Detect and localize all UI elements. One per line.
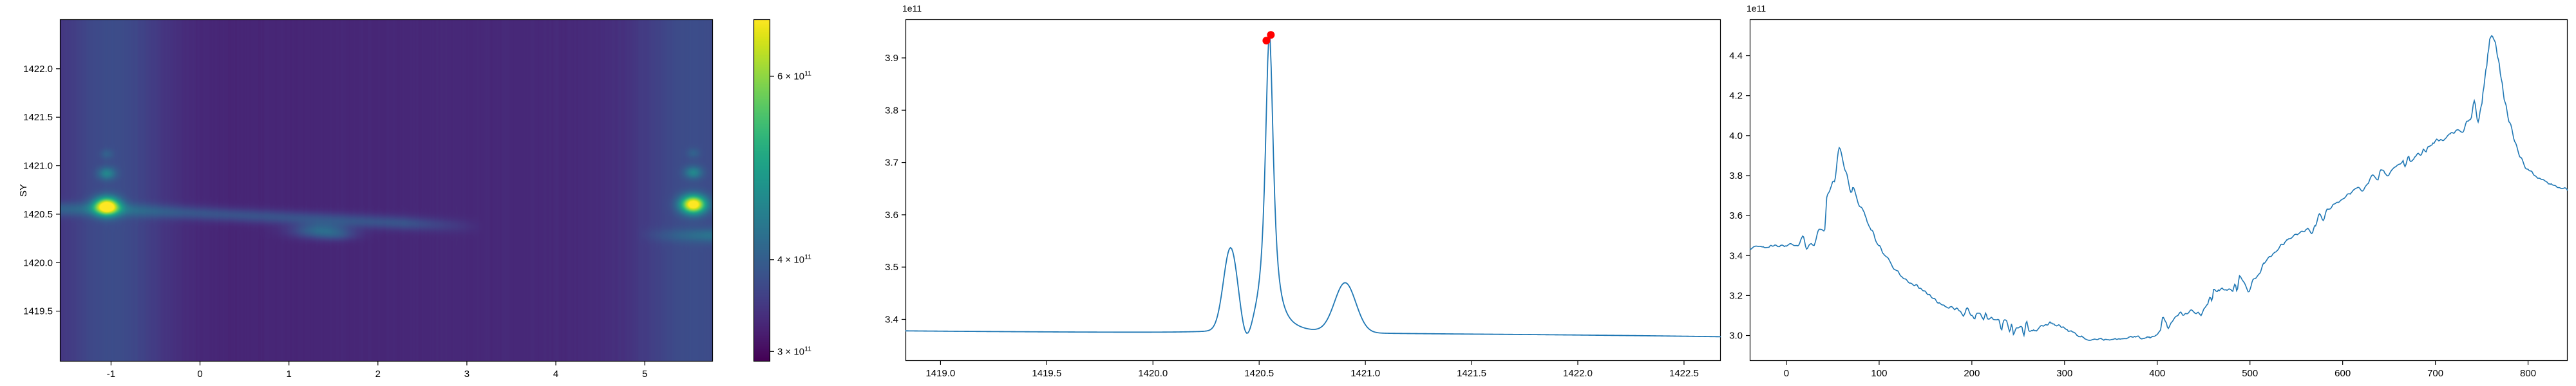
svg-text:6 × 1011: 6 × 1011 [777,69,811,82]
svg-text:0: 0 [197,369,202,380]
svg-text:3.9: 3.9 [885,53,898,64]
svg-text:SY: SY [18,184,29,197]
svg-text:1422.0: 1422.0 [23,64,53,75]
svg-text:3.7: 3.7 [885,158,898,169]
svg-text:3: 3 [464,369,469,380]
svg-text:1e11: 1e11 [1747,3,1766,14]
svg-text:1422.0: 1422.0 [1563,368,1593,379]
svg-text:4.2: 4.2 [1729,91,1743,102]
svg-text:2: 2 [375,369,381,380]
svg-text:3.5: 3.5 [885,262,898,273]
svg-text:1421.0: 1421.0 [1350,368,1380,379]
svg-text:3.0: 3.0 [1729,331,1743,342]
svg-text:1422.5: 1422.5 [1669,368,1699,379]
svg-text:1421.5: 1421.5 [23,112,53,123]
svg-text:800: 800 [2520,368,2536,379]
svg-text:3.4: 3.4 [1729,250,1743,261]
svg-text:0: 0 [1784,368,1789,379]
svg-text:-1: -1 [107,369,115,380]
svg-text:1e11: 1e11 [902,3,922,14]
svg-text:400: 400 [2149,368,2165,379]
svg-text:200: 200 [1964,368,1980,379]
svg-text:300: 300 [2056,368,2072,379]
svg-text:4.0: 4.0 [1729,131,1743,142]
svg-text:4 × 1011: 4 × 1011 [777,253,811,266]
svg-text:3.8: 3.8 [885,105,898,116]
svg-text:1419.5: 1419.5 [23,306,53,317]
svg-text:3.2: 3.2 [1729,290,1743,301]
svg-text:100: 100 [1871,368,1887,379]
svg-text:3.6: 3.6 [1729,210,1743,221]
svg-text:1419.0: 1419.0 [925,368,955,379]
svg-text:1420.5: 1420.5 [23,209,53,220]
svg-text:3.6: 3.6 [885,210,898,221]
svg-text:4.4: 4.4 [1729,51,1743,62]
svg-text:600: 600 [2334,368,2351,379]
svg-text:1420.5: 1420.5 [1244,368,1274,379]
svg-text:3.8: 3.8 [1729,170,1743,181]
svg-text:1: 1 [287,369,292,380]
svg-text:1420.0: 1420.0 [1138,368,1168,379]
svg-text:1420.0: 1420.0 [23,257,53,268]
svg-text:700: 700 [2427,368,2443,379]
svg-text:5: 5 [642,369,647,380]
svg-text:500: 500 [2242,368,2258,379]
svg-text:1421.0: 1421.0 [23,161,53,172]
svg-text:1419.5: 1419.5 [1032,368,1061,379]
svg-text:1421.5: 1421.5 [1457,368,1486,379]
svg-text:3.4: 3.4 [885,314,898,325]
svg-text:3 × 1011: 3 × 1011 [777,345,811,357]
svg-text:4: 4 [553,369,558,380]
